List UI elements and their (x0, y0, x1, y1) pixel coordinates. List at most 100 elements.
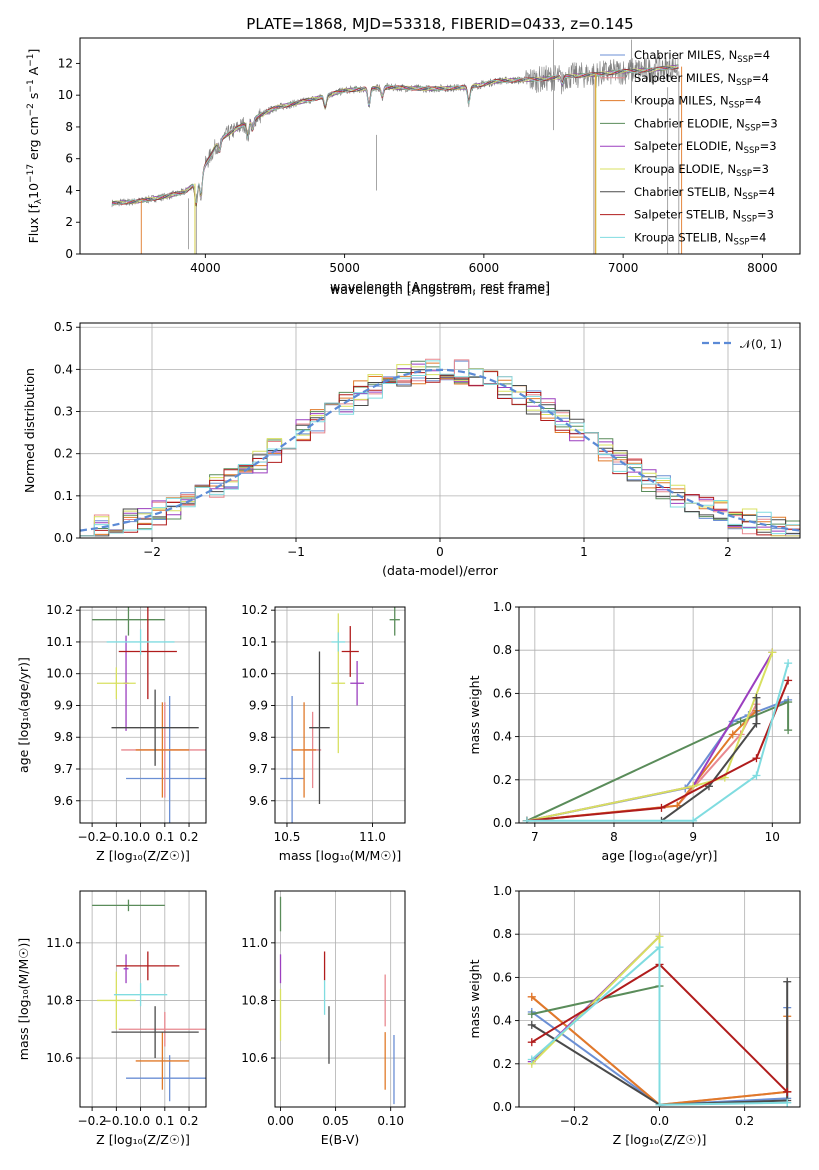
legend-model-name: Kroupa STELIB, N (634, 230, 734, 244)
y-tick-label: 10.6 (241, 1051, 268, 1065)
model-fit-line (111, 65, 679, 207)
x-tick-label: 0.0 (131, 1114, 150, 1128)
mass-weight-marker (655, 1100, 664, 1107)
age_vs_Z-plot-area (92, 607, 206, 823)
legend-model-name: Kroupa ELODIE, N (634, 162, 736, 176)
legend-model-name: Chabrier STELIB, N (634, 185, 742, 199)
x-tick-label: 0 (436, 545, 444, 559)
error-bar-point (96, 971, 136, 1030)
y-tick-label: 0.8 (493, 643, 512, 657)
mass-weight-marker (527, 1038, 536, 1047)
mass-weight-marker (784, 659, 793, 668)
y-tick-label: 0 (65, 247, 73, 261)
error-bar-point (118, 1011, 206, 1047)
x-tick-label: 8 (610, 830, 618, 844)
legend-subscript: SSP (741, 215, 757, 225)
y-tick-label: 11.0 (46, 936, 73, 950)
error-bar-point (135, 702, 190, 798)
spectrum-frame (79, 37, 801, 255)
mass-weight-marker (768, 648, 777, 657)
y-tick-label: 6 (65, 152, 73, 166)
legend-count: =4 (758, 185, 775, 199)
legend-subscript: SSP (736, 169, 752, 179)
mass-weight-series-line (531, 981, 789, 1106)
error-bar-point (113, 983, 168, 1007)
x-tick-label: −0.2 (78, 830, 107, 844)
legend-subscript: SSP (745, 123, 761, 133)
observed-spectrum (111, 53, 679, 208)
x-tick-label: −0.1 (102, 830, 131, 844)
y-tick-label: 0.4 (493, 1014, 512, 1028)
y-label-part: s (26, 93, 41, 104)
x-tick-label: 0.00 (267, 1114, 294, 1128)
y-label-part: Flux [f (26, 204, 41, 244)
error-bar-point (116, 951, 180, 981)
legend-entry: Salpeter MILES, NSSP=4 (634, 71, 769, 88)
y-tick-label: 9.9 (249, 698, 268, 712)
model-fit-line (111, 65, 679, 206)
legend-entry: Salpeter STELIB, NSSP=3 (634, 208, 774, 225)
y-tick-label: 0.1 (54, 489, 73, 503)
y-label-part: 10 (26, 183, 41, 199)
mass-weight-marker (527, 992, 536, 1001)
y-tick-label: 9.6 (249, 794, 268, 808)
y-tick-label: 0.2 (493, 1057, 512, 1071)
mass_weight_vs_Z-axes: −0.2 0.0 0.2 0.0 0.2 0.4 0.6 0.8 1.0 Z [log₁₀(Z/Z… (467, 884, 801, 1147)
residual_histogram-plot-area (80, 358, 800, 538)
legend-count: =4 (752, 71, 769, 85)
mass-weight-series-line (526, 703, 758, 822)
y-label-part: λ (34, 198, 44, 204)
mass-weight-marker (527, 1010, 536, 1019)
y-label-part: erg cm (26, 116, 41, 164)
legend-count: =3 (752, 162, 769, 176)
legend-entry: Chabrier MILES, NSSP=4 (634, 48, 770, 65)
legend-count: =3 (760, 139, 777, 153)
x-tick-label: −2 (143, 545, 161, 559)
x-axis-label: mass [log₁₀(M/M☉)] (279, 848, 401, 863)
mass_weight_vs_age-plot-area (522, 648, 793, 823)
y-label-part: ] (26, 49, 41, 54)
y-tick-label: 12 (58, 56, 73, 70)
x-axis-label: wavelength [Angstrom, rest frame] (330, 279, 550, 294)
y-tick-label: 9.8 (54, 730, 73, 744)
x-tick-label: −0.2 (78, 1114, 107, 1128)
age_vs_mass-axes: 10.5 11.0 9.6 9.7 9.8 9.9 10.0 10.1 10.2 mass [lo… (241, 603, 406, 863)
y-tick-label: 0.6 (493, 970, 512, 984)
legend-model-name: Salpeter ELODIE, N (634, 139, 744, 153)
y-tick-label: 9.7 (54, 762, 73, 776)
x-tick-label: 5000 (329, 261, 360, 275)
y-tick-label: 1.0 (493, 884, 512, 898)
y-tick-label: 0.2 (54, 447, 73, 461)
y-tick-label: 0.4 (54, 362, 73, 376)
y-tick-label: 0.2 (493, 773, 512, 787)
mass_vs_Z-axes: −0.2−0.1 0.0 0.1 0.2 10.6 10.8 11.0 Z [log₁₀(Z/… (16, 890, 207, 1147)
mass-weight-series-line (526, 662, 790, 822)
legend-subscript: SSP (742, 192, 758, 202)
mass-weight-series-line (526, 700, 790, 822)
y-label-part: −1 (26, 79, 36, 92)
x-tick-label: 10 (765, 830, 780, 844)
error-bar-point (280, 695, 305, 823)
legend-model-name: Salpeter MILES, N (634, 71, 736, 85)
x-axis-label: (data-model)/error (382, 563, 499, 578)
y-axis-label: Flux [fλ10−17 erg cm−2 s−1 A−1] (26, 49, 44, 244)
y-label-part: A (26, 66, 41, 79)
x-tick-label: 0.10 (377, 1114, 404, 1128)
mass-weight-marker (527, 1055, 536, 1064)
legend-entry: Kroupa ELODIE, NSSP=3 (634, 162, 769, 179)
x-tick-label: −0.2 (560, 1114, 589, 1128)
y-tick-label: 10.8 (241, 993, 268, 1007)
x-tick-label: 11.0 (359, 830, 386, 844)
x-tick-label: 0.0 (131, 830, 150, 844)
legend-model-name: Chabrier ELODIE, N (634, 116, 745, 130)
legend-count: =4 (749, 230, 766, 244)
error-bar-point (96, 667, 136, 700)
mass-weight-series-line (526, 680, 790, 822)
y-tick-label: 10 (58, 88, 73, 102)
x-axis-label: age [log₁₀(age/yr)] (602, 848, 718, 863)
error-bar-point (106, 629, 175, 655)
x-axis-label: Z [log₁₀(Z/Z☉)] (96, 848, 190, 863)
y-tick-label: 8 (65, 120, 73, 134)
